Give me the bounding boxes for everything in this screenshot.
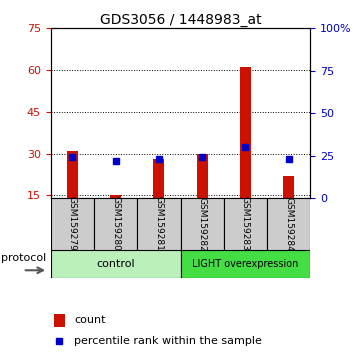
Text: protocol: protocol <box>1 252 46 263</box>
Text: control: control <box>96 259 135 269</box>
Bar <box>67 151 78 198</box>
Bar <box>180 198 224 250</box>
Text: GSM159280: GSM159280 <box>111 196 120 251</box>
Bar <box>180 250 310 278</box>
Bar <box>267 198 310 250</box>
Bar <box>53 314 65 327</box>
Text: percentile rank within the sample: percentile rank within the sample <box>74 336 262 346</box>
Bar <box>197 154 208 198</box>
Bar <box>153 159 164 198</box>
Text: GSM159282: GSM159282 <box>198 196 206 251</box>
Text: count: count <box>74 315 106 325</box>
Text: GSM159284: GSM159284 <box>284 196 293 251</box>
Bar <box>283 176 294 198</box>
Bar <box>110 195 121 198</box>
Bar <box>51 250 180 278</box>
Text: GSM159283: GSM159283 <box>241 196 250 251</box>
Bar <box>240 67 251 198</box>
Title: GDS3056 / 1448983_at: GDS3056 / 1448983_at <box>100 13 261 27</box>
Bar <box>224 198 267 250</box>
Text: LIGHT overexpression: LIGHT overexpression <box>192 259 299 269</box>
Text: GSM159281: GSM159281 <box>155 196 163 251</box>
Bar <box>51 198 94 250</box>
Text: GSM159279: GSM159279 <box>68 196 77 251</box>
Bar <box>94 198 137 250</box>
Bar <box>137 198 180 250</box>
